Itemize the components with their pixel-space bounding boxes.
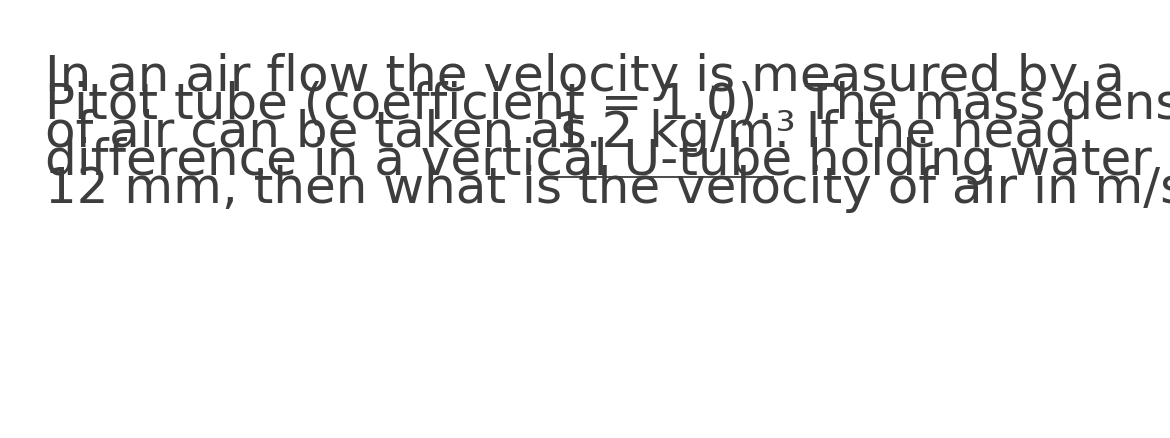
Text: In an air flow the velocity is measured by a: In an air flow the velocity is measured … bbox=[46, 53, 1126, 101]
Text: 12 mm, then what is the velocity of air in m/s?: 12 mm, then what is the velocity of air … bbox=[46, 165, 1170, 213]
Text: Pitot tube (coefficient = 1.0).  The mass density: Pitot tube (coefficient = 1.0). The mass… bbox=[46, 81, 1170, 129]
Text: 1.2 kg/m³: 1.2 kg/m³ bbox=[555, 109, 796, 157]
Text: difference in a vertical U-tube holding water is: difference in a vertical U-tube holding … bbox=[46, 137, 1170, 185]
Text: . If the head: . If the head bbox=[775, 109, 1078, 157]
Text: of air can be taken as: of air can be taken as bbox=[46, 109, 603, 157]
